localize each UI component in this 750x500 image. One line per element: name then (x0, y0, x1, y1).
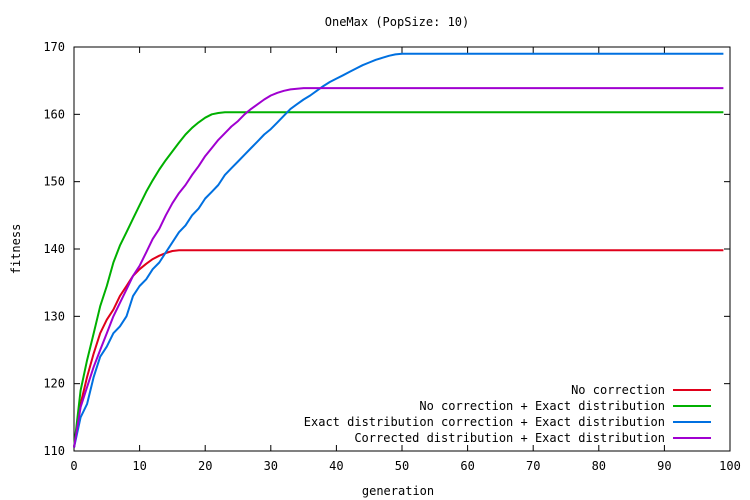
x-tick-label: 40 (329, 459, 343, 473)
y-tick-label: 150 (43, 175, 65, 189)
y-tick-label: 130 (43, 309, 65, 323)
x-axis: 0 10 20 30 40 50 60 70 80 90 100 (70, 47, 741, 473)
series-line-2 (73, 111, 724, 448)
y-tick-label: 160 (43, 107, 65, 121)
y-axis: 110 120 130 140 150 160 170 (43, 40, 730, 458)
series-lines (73, 52, 724, 448)
x-tick-label: 10 (132, 459, 146, 473)
series-line-3 (73, 52, 724, 448)
y-tick-label: 110 (43, 444, 65, 458)
y-axis-label: fitness (9, 224, 23, 275)
x-tick-label: 80 (592, 459, 606, 473)
series-line-4 (73, 87, 724, 448)
y-tick-label: 170 (43, 40, 65, 54)
legend-label-1: No correction (571, 383, 665, 397)
x-tick-label: 30 (264, 459, 278, 473)
y-tick-label: 140 (43, 242, 65, 256)
x-tick-label: 100 (719, 459, 741, 473)
legend: No correction No correction + Exact distr… (304, 383, 711, 445)
legend-label-4: Corrected distribution + Exact distribut… (354, 431, 665, 445)
x-tick-label: 0 (70, 459, 77, 473)
x-tick-label: 70 (526, 459, 540, 473)
x-axis-label: generation (362, 484, 434, 498)
x-tick-label: 20 (198, 459, 212, 473)
x-tick-label: 50 (395, 459, 409, 473)
chart-title: OneMax (PopSize: 10) (325, 15, 470, 29)
y-tick-label: 120 (43, 377, 65, 391)
legend-label-2: No correction + Exact distribution (419, 399, 665, 413)
x-tick-label: 90 (657, 459, 671, 473)
series-line-1 (73, 249, 724, 448)
legend-label-3: Exact distribution correction + Exact di… (304, 415, 665, 429)
x-tick-label: 60 (460, 459, 474, 473)
